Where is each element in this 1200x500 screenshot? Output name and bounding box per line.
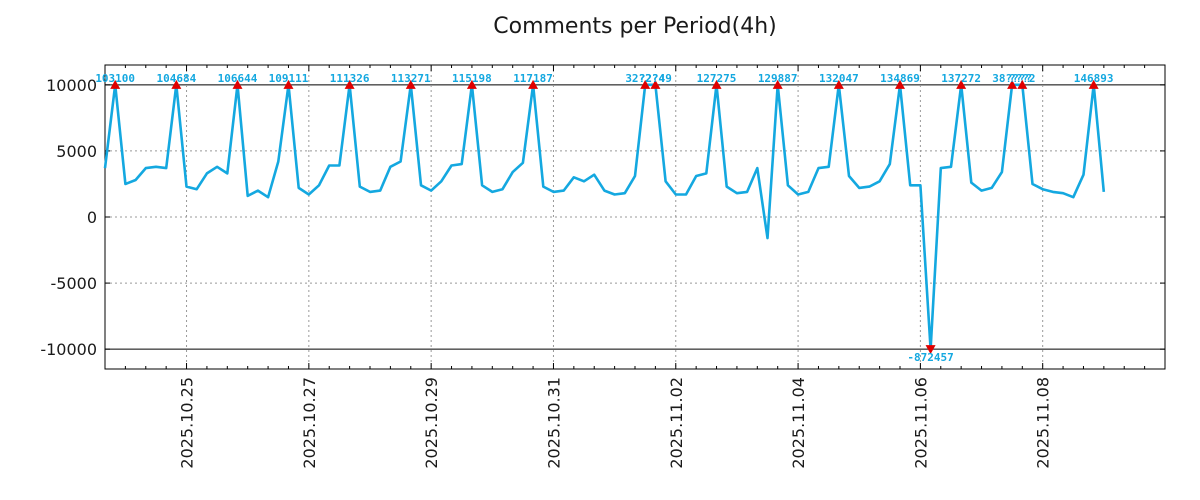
trough-label: -872457 [907, 351, 953, 364]
peak-label: 132047 [819, 72, 859, 85]
peak-label: 113271 [391, 72, 431, 85]
peak-label: 106644 [218, 72, 258, 85]
peak-label: 146893 [1074, 72, 1114, 85]
y-tick-label: 10000 [46, 76, 97, 95]
y-tick-label: 5000 [56, 142, 97, 161]
x-tick-label: 2025.10.27 [300, 377, 319, 469]
x-tick-label: 2025.10.31 [544, 377, 563, 469]
x-tick-label: 2025.10.29 [422, 377, 441, 469]
y-tick-label: -5000 [51, 274, 98, 293]
peak-label: 109111 [269, 72, 309, 85]
x-tick-label: 2025.11.02 [667, 377, 686, 469]
peak-label: 115198 [452, 72, 492, 85]
peak-label: 117187 [513, 72, 553, 85]
peak-label: 104684 [156, 72, 196, 85]
peak-label: 134869 [880, 72, 920, 85]
peak-label: 129887 [758, 72, 798, 85]
x-tick-label: 2025.11.04 [789, 377, 808, 469]
x-tick-label: 2025.10.25 [178, 377, 197, 469]
peak-label: 137272 [941, 72, 981, 85]
y-tick-label: -10000 [40, 340, 97, 359]
y-tick-label: 0 [87, 208, 97, 227]
peak-label: ???2 [1009, 72, 1036, 85]
line-chart: 10000 5000 0 -5000 -10000 2025.10.25 2025.10.2… [0, 0, 1200, 500]
series-line-comments [105, 85, 1104, 349]
peak-label: 103100 [95, 72, 135, 85]
peak-label: 127275 [697, 72, 737, 85]
peak-label: ?2?49 [639, 72, 672, 85]
x-tick-label: 2025.11.06 [911, 377, 930, 469]
peak-label: 111326 [330, 72, 370, 85]
x-tick-label: 2025.11.08 [1034, 377, 1053, 469]
